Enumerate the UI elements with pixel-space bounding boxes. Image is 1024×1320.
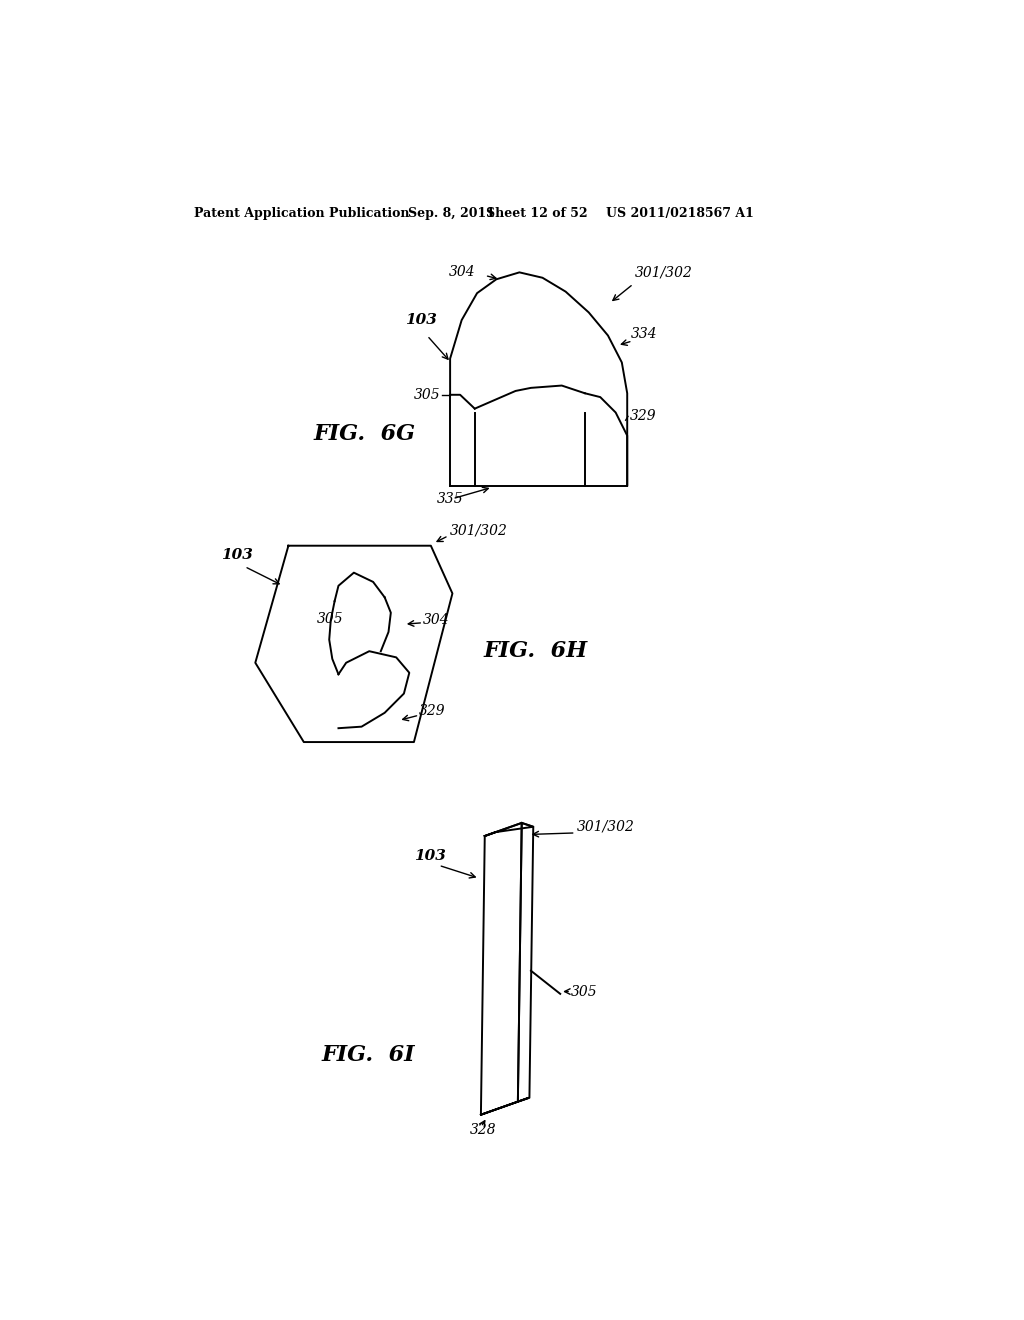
Text: 329: 329 bbox=[630, 409, 656, 424]
Text: FIG.  6G: FIG. 6G bbox=[313, 424, 416, 445]
Text: 305: 305 bbox=[571, 985, 598, 998]
Text: 329: 329 bbox=[419, 705, 445, 718]
Text: US 2011/0218567 A1: US 2011/0218567 A1 bbox=[606, 207, 755, 220]
Text: 103: 103 bbox=[220, 548, 253, 562]
Text: 304: 304 bbox=[449, 264, 475, 279]
Text: 334: 334 bbox=[631, 327, 657, 341]
Text: 304: 304 bbox=[423, 614, 450, 627]
Text: Patent Application Publication: Patent Application Publication bbox=[194, 207, 410, 220]
Text: 335: 335 bbox=[437, 492, 464, 506]
Text: 103: 103 bbox=[404, 313, 436, 327]
Text: 305: 305 bbox=[316, 612, 343, 626]
Text: Sep. 8, 2011: Sep. 8, 2011 bbox=[408, 207, 495, 220]
Text: Sheet 12 of 52: Sheet 12 of 52 bbox=[486, 207, 588, 220]
Text: 305: 305 bbox=[415, 388, 441, 401]
Text: 328: 328 bbox=[469, 1123, 496, 1137]
Text: FIG.  6H: FIG. 6H bbox=[483, 640, 588, 663]
Text: 301/302: 301/302 bbox=[451, 523, 508, 537]
Text: 301/302: 301/302 bbox=[578, 820, 635, 834]
Text: FIG.  6I: FIG. 6I bbox=[322, 1044, 415, 1067]
Text: 301/302: 301/302 bbox=[635, 265, 693, 280]
Text: 103: 103 bbox=[414, 849, 445, 863]
